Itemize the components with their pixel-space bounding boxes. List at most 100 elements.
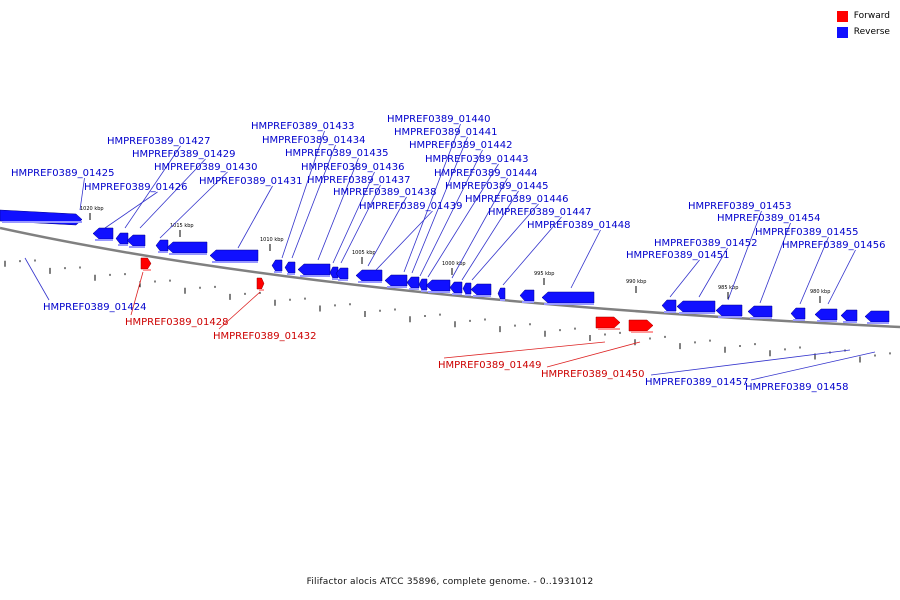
gene-glyph bbox=[425, 279, 451, 292]
gene-glyph-shadow bbox=[95, 239, 113, 241]
gene-glyph bbox=[355, 269, 383, 282]
gene-glyph-shadow bbox=[118, 244, 128, 246]
gene-label[interactable]: HMPREF0389_01441 bbox=[394, 127, 497, 138]
leader-line bbox=[827, 249, 856, 305]
gene-label[interactable]: HMPREF0389_01451 bbox=[626, 250, 729, 261]
gene-glyph-shadow bbox=[129, 246, 145, 248]
gene-label[interactable]: HMPREF0389_01449 bbox=[438, 360, 541, 371]
gene-glyph bbox=[126, 234, 146, 247]
gene-glyph bbox=[661, 299, 677, 312]
leader-lines bbox=[24, 123, 876, 381]
tick-label: 1005 kbp bbox=[352, 250, 376, 256]
leader-line bbox=[139, 158, 206, 229]
gene-label[interactable]: HMPREF0389_01454 bbox=[717, 213, 820, 224]
gene-glyph-shadow bbox=[332, 278, 338, 280]
leader-line bbox=[24, 257, 50, 301]
gene-label[interactable]: HMPREF0389_01429 bbox=[132, 149, 235, 160]
gene-label[interactable]: HMPREF0389_01435 bbox=[285, 148, 388, 159]
tick-label: 990 kbp bbox=[626, 279, 646, 285]
gene-glyph-shadow bbox=[679, 312, 715, 314]
gene-glyph bbox=[814, 308, 838, 321]
leader-line bbox=[461, 190, 519, 281]
gene-glyph-shadow bbox=[274, 271, 282, 273]
leader-line bbox=[281, 130, 325, 259]
gene-label[interactable]: HMPREF0389_01450 bbox=[541, 369, 644, 380]
leader-line bbox=[799, 236, 829, 305]
gene-glyph bbox=[519, 289, 535, 302]
gene-glyph bbox=[166, 241, 208, 254]
gene-glyph bbox=[747, 305, 773, 318]
gene-label[interactable]: HMPREF0389_01443 bbox=[425, 154, 528, 165]
gene-glyph-shadow bbox=[452, 293, 462, 295]
gene-glyph bbox=[676, 300, 716, 313]
gene-label[interactable]: HMPREF0389_01456 bbox=[782, 240, 885, 251]
gene-glyph bbox=[418, 278, 428, 291]
gene-label[interactable]: HMPREF0389_01453 bbox=[688, 201, 791, 212]
gene-label[interactable]: HMPREF0389_01442 bbox=[409, 140, 512, 151]
leader-line bbox=[124, 145, 181, 229]
leader-line bbox=[367, 196, 407, 267]
gene-label[interactable]: HMPREF0389_01425 bbox=[11, 168, 114, 179]
leader-line bbox=[411, 136, 468, 274]
gene-glyph-shadow bbox=[473, 295, 491, 297]
gene-glyph bbox=[790, 307, 806, 320]
gene-glyph-shadow bbox=[421, 290, 427, 292]
leader-line bbox=[340, 184, 381, 264]
leader-line bbox=[650, 349, 851, 376]
gene-glyph-shadow bbox=[544, 303, 594, 305]
gene-label[interactable]: HMPREF0389_01452 bbox=[654, 238, 757, 249]
gene-glyph bbox=[628, 319, 654, 332]
leader-line bbox=[698, 247, 728, 298]
gene-glyph-shadow bbox=[843, 321, 857, 323]
gene-label[interactable]: HMPREF0389_01438 bbox=[333, 187, 436, 198]
gene-label[interactable]: HMPREF0389_01446 bbox=[465, 194, 568, 205]
gene-label[interactable]: HMPREF0389_01434 bbox=[262, 135, 365, 146]
gene-label[interactable]: HMPREF0389_01430 bbox=[154, 162, 257, 173]
gene-glyph-shadow bbox=[300, 275, 330, 277]
label-layer: HMPREF0389_01424 HMPREF0389_01425 HMPREF03… bbox=[11, 114, 885, 393]
gene-label[interactable]: HMPREF0389_01433 bbox=[251, 121, 354, 132]
gene-label[interactable]: HMPREF0389_01427 bbox=[107, 136, 210, 147]
leader-line bbox=[317, 157, 359, 261]
gene-glyph-shadow bbox=[158, 251, 168, 253]
gene-glyph-shadow bbox=[750, 317, 772, 319]
gene-label[interactable]: HMPREF0389_01431 bbox=[199, 176, 302, 187]
legend-reverse-label: Reverse bbox=[853, 27, 890, 37]
gene-label[interactable]: HMPREF0389_01437 bbox=[307, 175, 410, 186]
gene-label[interactable]: HMPREF0389_01455 bbox=[755, 227, 858, 238]
gene-label[interactable]: HMPREF0389_01439 bbox=[359, 201, 462, 212]
legend-forward: Forward bbox=[836, 8, 890, 24]
legend-forward-label: Forward bbox=[853, 11, 890, 21]
gene-label[interactable]: HMPREF0389_01436 bbox=[301, 162, 404, 173]
gene-label[interactable]: HMPREF0389_01424 bbox=[43, 302, 146, 313]
legend-reverse: Reverse bbox=[836, 24, 890, 40]
gene-label[interactable]: HMPREF0389_01440 bbox=[387, 114, 490, 125]
gene-glyph bbox=[209, 249, 259, 262]
gene-label[interactable]: HMPREF0389_01426 bbox=[84, 182, 187, 193]
gene-glyph bbox=[155, 239, 169, 252]
gene-glyph-shadow bbox=[664, 311, 676, 313]
gene-glyph bbox=[297, 263, 331, 276]
tick-label: 985 kbp bbox=[718, 285, 738, 291]
gene-label[interactable]: HMPREF0389_01447 bbox=[488, 207, 591, 218]
leader-line bbox=[159, 171, 228, 239]
gene-glyph-shadow bbox=[212, 261, 258, 263]
leader-line bbox=[669, 259, 700, 298]
gene-label[interactable]: HMPREF0389_01445 bbox=[445, 181, 548, 192]
tick-layer: 1020 kbp 1015 kbp 1010 kbp 1005 kbp 1000 kbp… bbox=[4, 206, 891, 363]
gene-glyph-shadow bbox=[817, 320, 837, 322]
gene-label[interactable]: HMPREF0389_01448 bbox=[527, 220, 630, 231]
forward-swatch bbox=[836, 10, 848, 22]
gene-glyph-shadow bbox=[169, 253, 207, 255]
gene-label[interactable]: HMPREF0389_01457 bbox=[645, 377, 748, 388]
leader-line bbox=[218, 291, 261, 330]
gene-label[interactable]: HMPREF0389_01432 bbox=[213, 331, 316, 342]
gene-label[interactable]: HMPREF0389_01428 bbox=[125, 317, 228, 328]
leader-line bbox=[375, 210, 433, 271]
gene-glyph bbox=[92, 227, 114, 240]
leader-line bbox=[750, 351, 876, 381]
gene-label[interactable]: HMPREF0389_01458 bbox=[745, 382, 848, 393]
gene-glyph-shadow bbox=[2, 221, 82, 223]
leader-line bbox=[443, 341, 606, 359]
gene-label[interactable]: HMPREF0389_01444 bbox=[434, 168, 537, 179]
